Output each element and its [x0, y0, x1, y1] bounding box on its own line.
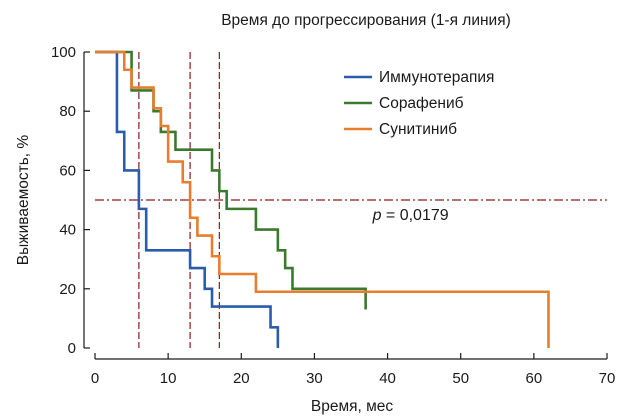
p-value-text: = 0,0179	[381, 207, 448, 224]
x-tick-label: 30	[306, 370, 323, 387]
x-tick-label: 40	[379, 370, 396, 387]
x-tick-label: 50	[452, 370, 469, 387]
series-line	[95, 50, 367, 310]
survival-curves	[95, 50, 550, 348]
series-line	[95, 50, 550, 348]
x-tick-label: 60	[526, 370, 543, 387]
legend: Иммунотерапия Сорафениб Сунитиниб	[344, 69, 494, 138]
y-tick-label: 40	[59, 222, 76, 239]
x-tick-label: 70	[599, 370, 616, 387]
x-tick-label: 10	[160, 370, 177, 387]
median-lines	[95, 52, 607, 348]
x-axis-title: Время, мес	[311, 398, 394, 415]
axes: 0 10 20 30 40 50 60 70 0 20 40 60 80 100	[51, 44, 615, 387]
series-line	[95, 50, 280, 348]
chart-title: Время до прогрессирования (1-я линия)	[221, 12, 511, 29]
y-tick-label: 60	[59, 162, 76, 179]
y-tick-label: 80	[59, 103, 76, 120]
y-tick-label: 20	[59, 281, 76, 298]
x-tick-label: 20	[233, 370, 250, 387]
y-axis-title: Выживаемость, %	[15, 135, 32, 266]
legend-label: Сунитиниб	[379, 121, 457, 138]
p-value-annotation: p = 0,0179	[372, 207, 449, 224]
y-tick-label: 100	[51, 44, 76, 61]
legend-label: Сорафениб	[379, 95, 464, 112]
x-tick-label: 0	[91, 370, 99, 387]
legend-label: Иммунотерапия	[379, 69, 494, 86]
y-tick-label: 0	[68, 340, 76, 357]
p-value-symbol: p	[372, 207, 382, 224]
